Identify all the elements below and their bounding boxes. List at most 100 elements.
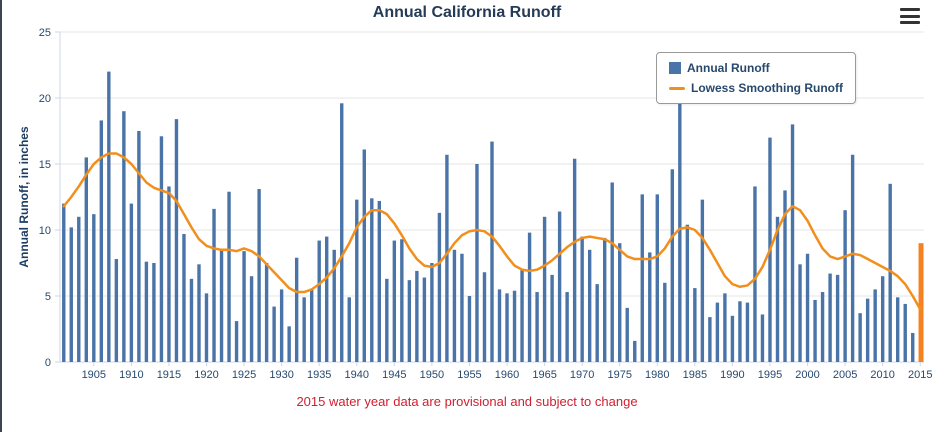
bar-1905[interactable] — [92, 214, 96, 362]
bar-1916[interactable] — [174, 119, 179, 363]
bar-1929[interactable] — [272, 306, 276, 362]
bar-1985[interactable] — [693, 288, 697, 362]
bar-1901[interactable] — [62, 203, 66, 362]
bar-1922[interactable] — [219, 249, 224, 362]
bar-1988[interactable] — [715, 302, 720, 362]
bar-1986[interactable] — [700, 199, 705, 362]
bar-1934[interactable] — [309, 289, 314, 362]
bar-1952[interactable] — [445, 154, 449, 362]
bar-1932[interactable] — [294, 257, 299, 362]
bar-1964[interactable] — [535, 292, 539, 362]
bar-2002[interactable] — [820, 292, 825, 362]
bar-1936[interactable] — [325, 236, 329, 362]
bar-1999[interactable] — [798, 264, 802, 362]
bar-1909[interactable] — [122, 111, 126, 362]
bar-1906[interactable] — [99, 120, 104, 362]
bar-2013[interactable] — [903, 303, 907, 362]
bar-2006[interactable] — [850, 154, 855, 362]
bar-1958[interactable] — [490, 141, 494, 362]
bar-2010[interactable] — [880, 276, 885, 362]
bar-1940[interactable] — [355, 199, 359, 362]
lowess-line[interactable] — [62, 152, 922, 311]
bar-1969[interactable] — [572, 158, 577, 362]
bar-2012[interactable] — [896, 297, 900, 362]
bar-2003[interactable] — [828, 273, 832, 362]
bar-2000[interactable] — [805, 253, 810, 362]
bar-1998[interactable] — [790, 124, 795, 363]
bar-1927[interactable] — [257, 189, 261, 362]
bar-1912[interactable] — [144, 261, 149, 362]
bar-1959[interactable] — [497, 289, 502, 362]
bar-1954[interactable] — [460, 253, 464, 362]
bar-1972[interactable] — [595, 284, 599, 362]
bar-1965[interactable] — [542, 216, 547, 362]
bar-1928[interactable] — [264, 263, 269, 362]
legend-item-annual-runoff[interactable]: Annual Runoff — [669, 61, 843, 75]
bar-1982[interactable] — [670, 169, 675, 362]
bar-2009[interactable] — [873, 289, 877, 362]
bar-1902[interactable] — [69, 227, 73, 362]
bar-1981[interactable] — [663, 282, 667, 362]
bar-1978[interactable] — [640, 194, 644, 362]
bar-1926[interactable] — [249, 276, 254, 362]
bar-1938[interactable] — [340, 103, 344, 362]
bar-1904[interactable] — [84, 157, 88, 362]
bar-1919[interactable] — [197, 264, 201, 362]
bar-1944[interactable] — [385, 278, 389, 362]
bar-1976[interactable] — [625, 307, 629, 362]
bar-1920[interactable] — [204, 293, 209, 362]
bar-1966[interactable] — [550, 274, 554, 362]
bar-1949[interactable] — [422, 277, 427, 362]
bar-1973[interactable] — [603, 237, 607, 362]
bar-1945[interactable] — [392, 240, 397, 362]
bar-1950[interactable] — [430, 263, 434, 362]
bar-1935[interactable] — [317, 240, 321, 362]
bar-1992[interactable] — [745, 302, 750, 362]
bar-1947[interactable] — [407, 280, 412, 362]
bar-1951[interactable] — [437, 212, 442, 362]
bar-1942[interactable] — [370, 198, 374, 362]
bar-1933[interactable] — [302, 297, 306, 362]
bar-1955[interactable] — [467, 296, 472, 362]
bar-1913[interactable] — [152, 263, 156, 362]
bar-1984[interactable] — [685, 224, 690, 362]
bar-2014[interactable] — [911, 332, 915, 362]
bar-2008[interactable] — [865, 298, 870, 362]
bar-1917[interactable] — [182, 233, 186, 362]
bar-1968[interactable] — [565, 292, 569, 362]
bar-1994[interactable] — [760, 314, 765, 362]
bar-1971[interactable] — [587, 249, 592, 362]
bar-1914[interactable] — [159, 136, 164, 362]
bar-1977[interactable] — [633, 340, 637, 362]
bar-2004[interactable] — [835, 274, 840, 362]
bar-1911[interactable] — [137, 131, 141, 362]
bar-provisional-2015[interactable] — [918, 243, 924, 362]
bar-1979[interactable] — [648, 252, 652, 362]
bar-1941[interactable] — [362, 149, 366, 362]
bar-1970[interactable] — [580, 236, 584, 362]
bar-1937[interactable] — [332, 249, 336, 362]
bar-1931[interactable] — [287, 326, 291, 362]
bar-1991[interactable] — [738, 301, 742, 362]
bar-1956[interactable] — [475, 164, 479, 362]
bar-1987[interactable] — [708, 317, 712, 362]
bar-1918[interactable] — [189, 278, 194, 362]
bar-1962[interactable] — [520, 269, 524, 362]
bar-1946[interactable] — [400, 239, 404, 362]
bar-2001[interactable] — [813, 299, 817, 362]
bar-1996[interactable] — [775, 216, 780, 362]
bar-1925[interactable] — [242, 251, 246, 362]
bar-1953[interactable] — [452, 249, 457, 362]
bar-1957[interactable] — [482, 272, 487, 362]
bar-1907[interactable] — [107, 71, 111, 362]
chart-export-menu-button[interactable] — [900, 8, 920, 24]
bar-1967[interactable] — [557, 211, 562, 362]
bar-1939[interactable] — [347, 297, 351, 362]
bar-1948[interactable] — [415, 270, 419, 362]
bar-1930[interactable] — [279, 289, 284, 362]
bar-1921[interactable] — [212, 208, 216, 362]
bar-1910[interactable] — [129, 203, 134, 362]
bar-1924[interactable] — [234, 321, 239, 362]
bar-1983[interactable] — [678, 91, 682, 363]
bar-1915[interactable] — [167, 186, 171, 362]
